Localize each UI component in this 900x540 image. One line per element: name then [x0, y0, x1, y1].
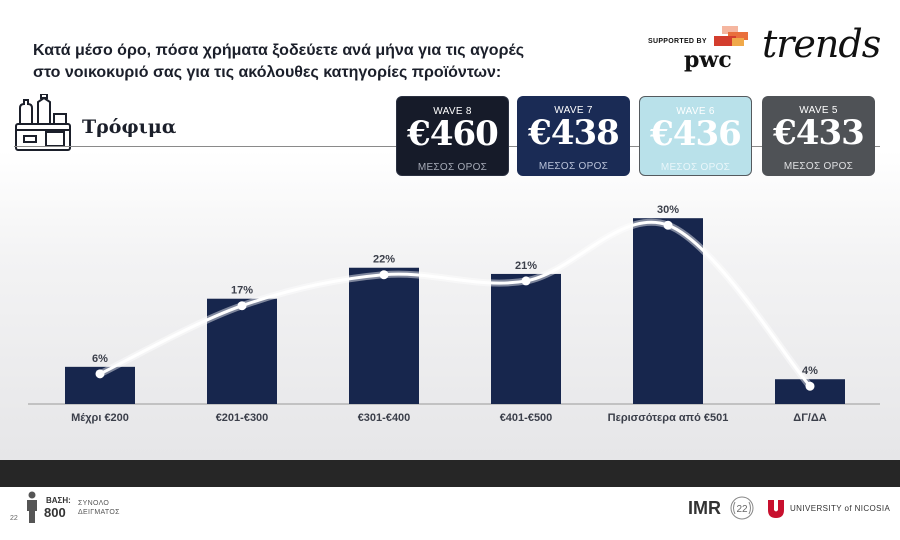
wave-7-card: WAVE 7 €438 ΜΕΣΟΣ ΟΡΟΣ [517, 96, 630, 176]
svg-text:22: 22 [736, 504, 748, 515]
footer-bar [0, 460, 900, 487]
imr-logo-text: IMR [688, 498, 721, 518]
university-name: UNIVERSITY of NICOSIA [790, 504, 891, 513]
trend-point-1 [237, 301, 247, 311]
sample-label-line-1: ΣΥΝΟΛΟ [78, 500, 110, 507]
bar-3 [491, 273, 561, 404]
wave-5-sublabel: ΜΕΣΟΣ ΟΡΟΣ [783, 161, 854, 172]
sample-label-line-2: ΔΕΙΓΜΑΤΟΣ [78, 509, 120, 516]
wave-7-value: €438 [528, 113, 620, 153]
wave-7-label: WAVE 7 [554, 105, 593, 116]
category-label-0: Μέχρι €200 [71, 412, 129, 424]
wave-6-sublabel: ΜΕΣΟΣ ΟΡΟΣ [660, 162, 731, 173]
bar-4 [633, 218, 703, 404]
wave-5-label: WAVE 5 [799, 105, 838, 116]
footer [0, 487, 900, 540]
grocery-basket-icon [15, 94, 71, 151]
data-label-5: 4% [802, 365, 818, 377]
wave-6-value: €436 [650, 114, 742, 154]
trend-point-3 [521, 276, 531, 286]
title-line-1: Κατά μέσο όρο, πόσα χρήματα ξοδεύετε ανά… [33, 42, 525, 59]
trend-point-5 [805, 381, 815, 391]
category-label: Τρόφιμα [82, 116, 177, 138]
supported-by-label: SUPPORTED BY [648, 38, 707, 45]
wave-8-sublabel: ΜΕΣΟΣ ΟΡΟΣ [417, 162, 488, 173]
trends-logo: trends [762, 22, 881, 66]
data-label-2: 22% [373, 254, 395, 266]
bar-2 [349, 267, 419, 404]
wave-7-sublabel: ΜΕΣΟΣ ΟΡΟΣ [538, 161, 609, 172]
trend-line-glow [98, 218, 813, 389]
wave-8-value: €460 [407, 114, 499, 154]
trend-point-0 [95, 369, 105, 379]
base-label: ΒΑΣΗ: [46, 496, 71, 505]
trend-point-2 [379, 270, 389, 280]
data-label-4: 30% [657, 204, 679, 216]
wave-5-card: WAVE 5 €433 ΜΕΣΟΣ ΟΡΟΣ [762, 96, 875, 176]
category-label-4: Περισσότερα από €501 [608, 412, 729, 424]
page-title: Κατά μέσο όρο, πόσα χρήματα ξοδεύετε ανά… [33, 40, 593, 84]
trend-line [99, 220, 812, 388]
category-label-1: €201-€300 [216, 412, 269, 424]
data-label-3: 21% [515, 260, 537, 272]
wave-5-value: €433 [773, 113, 865, 153]
wave-6-label: WAVE 6 [676, 106, 715, 117]
title-line-2: στο νοικοκυριό σας για τις ακόλουθες κατ… [33, 64, 502, 81]
imr-22-years-logo: IMR 22 [688, 496, 754, 520]
person-icon [27, 491, 37, 523]
category-label-2: €301-€400 [358, 412, 411, 424]
wave-6-card: WAVE 6 €436 ΜΕΣΟΣ ΟΡΟΣ [639, 96, 752, 176]
pwc-logo-icon [714, 26, 748, 46]
data-label-0: 6% [92, 353, 108, 365]
wave-8-label: WAVE 8 [433, 106, 472, 117]
base-value: 800 [44, 505, 66, 520]
data-label-1: 17% [231, 285, 253, 297]
page-number: 22 [10, 515, 18, 522]
sample-label: ΣΥΝΟΛΟ ΔΕΙΓΜΑΤΟΣ [78, 499, 120, 517]
spending-bar-chart: 6% 17% 22% 21% 30% 4% Μέχρι €200 €201-€300 €301-… [28, 204, 880, 424]
pwc-logo-text: pwc [684, 47, 732, 73]
wave-8-card: WAVE 8 €460 ΜΕΣΟΣ ΟΡΟΣ [396, 96, 509, 176]
category-label-3: €401-€500 [500, 412, 553, 424]
university-logo-icon [768, 500, 784, 518]
trend-point-4 [663, 220, 673, 230]
category-label-5: ΔΓ/ΔΑ [793, 412, 826, 424]
